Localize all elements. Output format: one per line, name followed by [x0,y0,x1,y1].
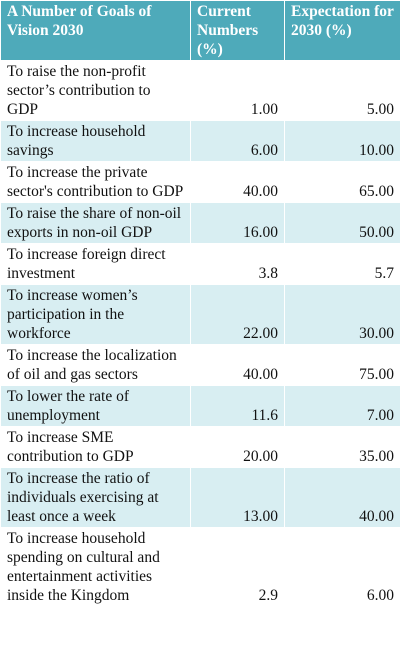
number-cell: 1.00 [190,60,285,121]
number-cell: 11.6 [190,385,285,427]
header-cell: Current Numbers (%) [190,0,285,61]
table-row: To increase the ratio of individuals exe… [0,467,400,528]
header-cell: A Number of Goals of Vision 2030 [0,0,191,61]
number-cell: 5.7 [284,243,400,285]
header-row: A Number of Goals of Vision 2030 Current … [0,0,400,61]
table-row: To lower the rate of unemployment 11.6 7.0… [0,385,400,427]
goal-cell: To increase women’s participation in the… [0,284,191,345]
goal-cell: To raise the non-profit sector’s contrib… [0,60,191,121]
table-row: To raise the share of non-oil exports in… [0,202,400,244]
number-cell: 30.00 [284,284,400,345]
table-row: To increase household spending on cultur… [0,527,400,607]
number-cell: 6.00 [284,527,400,607]
goals-table: A Number of Goals of Vision 2030 Current … [0,0,400,607]
number-cell: 3.8 [190,243,285,285]
number-cell: 40.00 [190,344,285,386]
number-cell: 65.00 [284,161,400,203]
goal-cell: To increase household savings [0,120,191,162]
number-cell: 50.00 [284,202,400,244]
number-cell: 2.9 [190,527,285,607]
number-cell: 75.00 [284,344,400,386]
goal-cell: To increase foreign direct investment [0,243,191,285]
goal-cell: To raise the share of non-oil exports in… [0,202,191,244]
number-cell: 13.00 [190,467,285,528]
number-cell: 7.00 [284,385,400,427]
number-cell: 5.00 [284,60,400,121]
table-row: To increase the private sector's contrib… [0,161,400,203]
number-cell: 40.00 [190,161,285,203]
goal-cell: To lower the rate of unemployment [0,385,191,427]
header-cell: Expectation for 2030 (%) [284,0,400,61]
number-cell: 16.00 [190,202,285,244]
number-cell: 6.00 [190,120,285,162]
number-cell: 35.00 [284,426,400,468]
number-cell: 40.00 [284,467,400,528]
table-row: To increase foreign direct investment 3.8… [0,243,400,285]
table-row: To raise the non-profit sector’s contrib… [0,60,400,121]
number-cell: 22.00 [190,284,285,345]
goal-cell: To increase household spending on cultur… [0,527,191,607]
goal-cell: To increase the localization of oil and … [0,344,191,386]
table-row: To increase women’s participation in the… [0,284,400,345]
goal-cell: To increase SME contribution to GDP [0,426,191,468]
number-cell: 10.00 [284,120,400,162]
goal-cell: To increase the private sector's contrib… [0,161,191,203]
table-row: To increase the localization of oil and … [0,344,400,386]
number-cell: 20.00 [190,426,285,468]
table-row: To increase household savings 6.00 10.00 [0,120,400,162]
goal-cell: To increase the ratio of individuals exe… [0,467,191,528]
table-body: To raise the non-profit sector’s contrib… [0,60,400,607]
table-row: To increase SME contribution to GDP 20.00… [0,426,400,468]
